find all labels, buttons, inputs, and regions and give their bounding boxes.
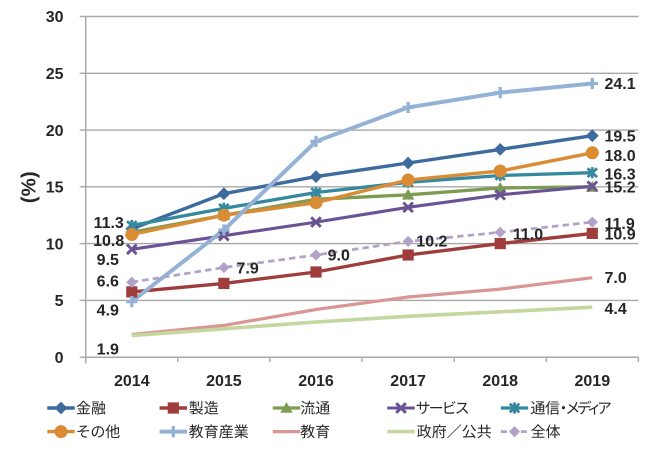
svg-text:24.1: 24.1 xyxy=(605,76,636,93)
svg-text:2014: 2014 xyxy=(114,373,150,390)
svg-text:2019: 2019 xyxy=(575,373,611,390)
svg-text:(%): (%) xyxy=(18,171,41,203)
svg-text:25: 25 xyxy=(46,66,64,83)
svg-text:11.3: 11.3 xyxy=(94,215,124,232)
svg-text:4.4: 4.4 xyxy=(605,301,627,318)
svg-text:7.9: 7.9 xyxy=(237,261,259,278)
svg-text:18.0: 18.0 xyxy=(605,148,636,165)
svg-text:15: 15 xyxy=(46,180,64,197)
svg-text:10.8: 10.8 xyxy=(93,233,124,250)
svg-text:10.2: 10.2 xyxy=(416,234,447,251)
svg-text:6.6: 6.6 xyxy=(97,274,119,291)
svg-text:2015: 2015 xyxy=(206,373,242,390)
svg-text:10: 10 xyxy=(46,236,64,253)
svg-text:9.0: 9.0 xyxy=(328,247,350,264)
svg-text:1.9: 1.9 xyxy=(97,341,119,358)
svg-text:11.9: 11.9 xyxy=(605,216,635,233)
svg-text:11.0: 11.0 xyxy=(513,226,543,243)
svg-text:19.5: 19.5 xyxy=(605,128,636,145)
svg-text:0: 0 xyxy=(55,350,64,367)
svg-text:7.0: 7.0 xyxy=(605,270,627,287)
svg-text:10.9: 10.9 xyxy=(605,227,636,244)
svg-text:2017: 2017 xyxy=(390,373,426,390)
svg-text:2018: 2018 xyxy=(482,373,518,390)
svg-text:15.2: 15.2 xyxy=(605,179,636,196)
svg-text:30: 30 xyxy=(46,9,64,26)
svg-text:9.5: 9.5 xyxy=(97,252,119,269)
svg-text:2016: 2016 xyxy=(298,373,334,390)
svg-text:5: 5 xyxy=(55,293,64,310)
svg-text:16.3: 16.3 xyxy=(605,167,636,184)
svg-text:4.9: 4.9 xyxy=(97,303,119,320)
svg-text:20: 20 xyxy=(46,123,64,140)
